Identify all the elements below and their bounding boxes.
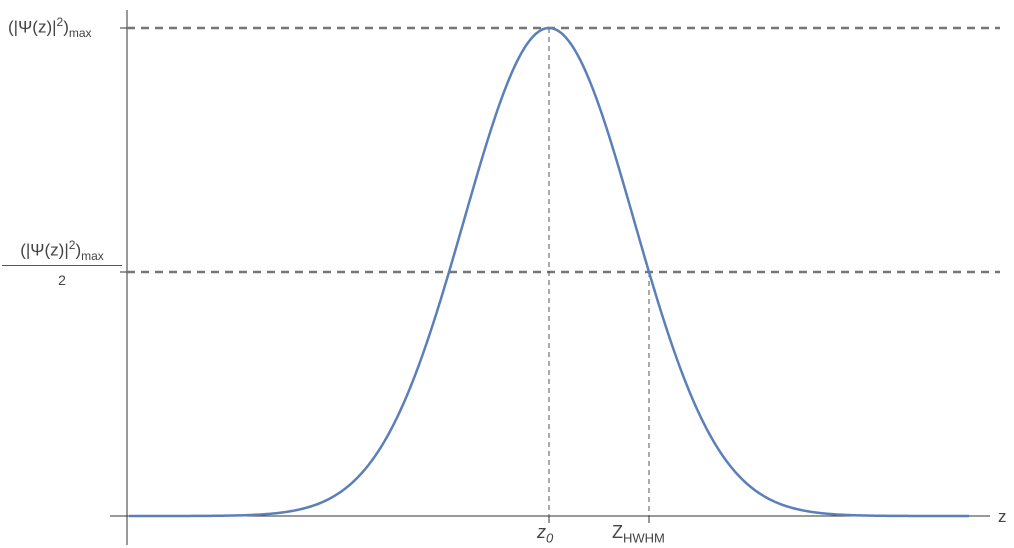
x-axis-title: z [998,507,1007,526]
y-label-half-max: (|Ψ(z)|2)max 2 [2,238,122,288]
x-label-peak: z0 [537,522,554,546]
y-label-half-numerator: (|Ψ(z)|2)max [2,238,122,267]
y-label-max: (|Ψ(z)|2)max [8,15,92,41]
x-label-hwhm: ZHWHM [612,522,665,546]
gaussian-curve [129,26,969,518]
y-label-half-denominator: 2 [58,272,66,289]
